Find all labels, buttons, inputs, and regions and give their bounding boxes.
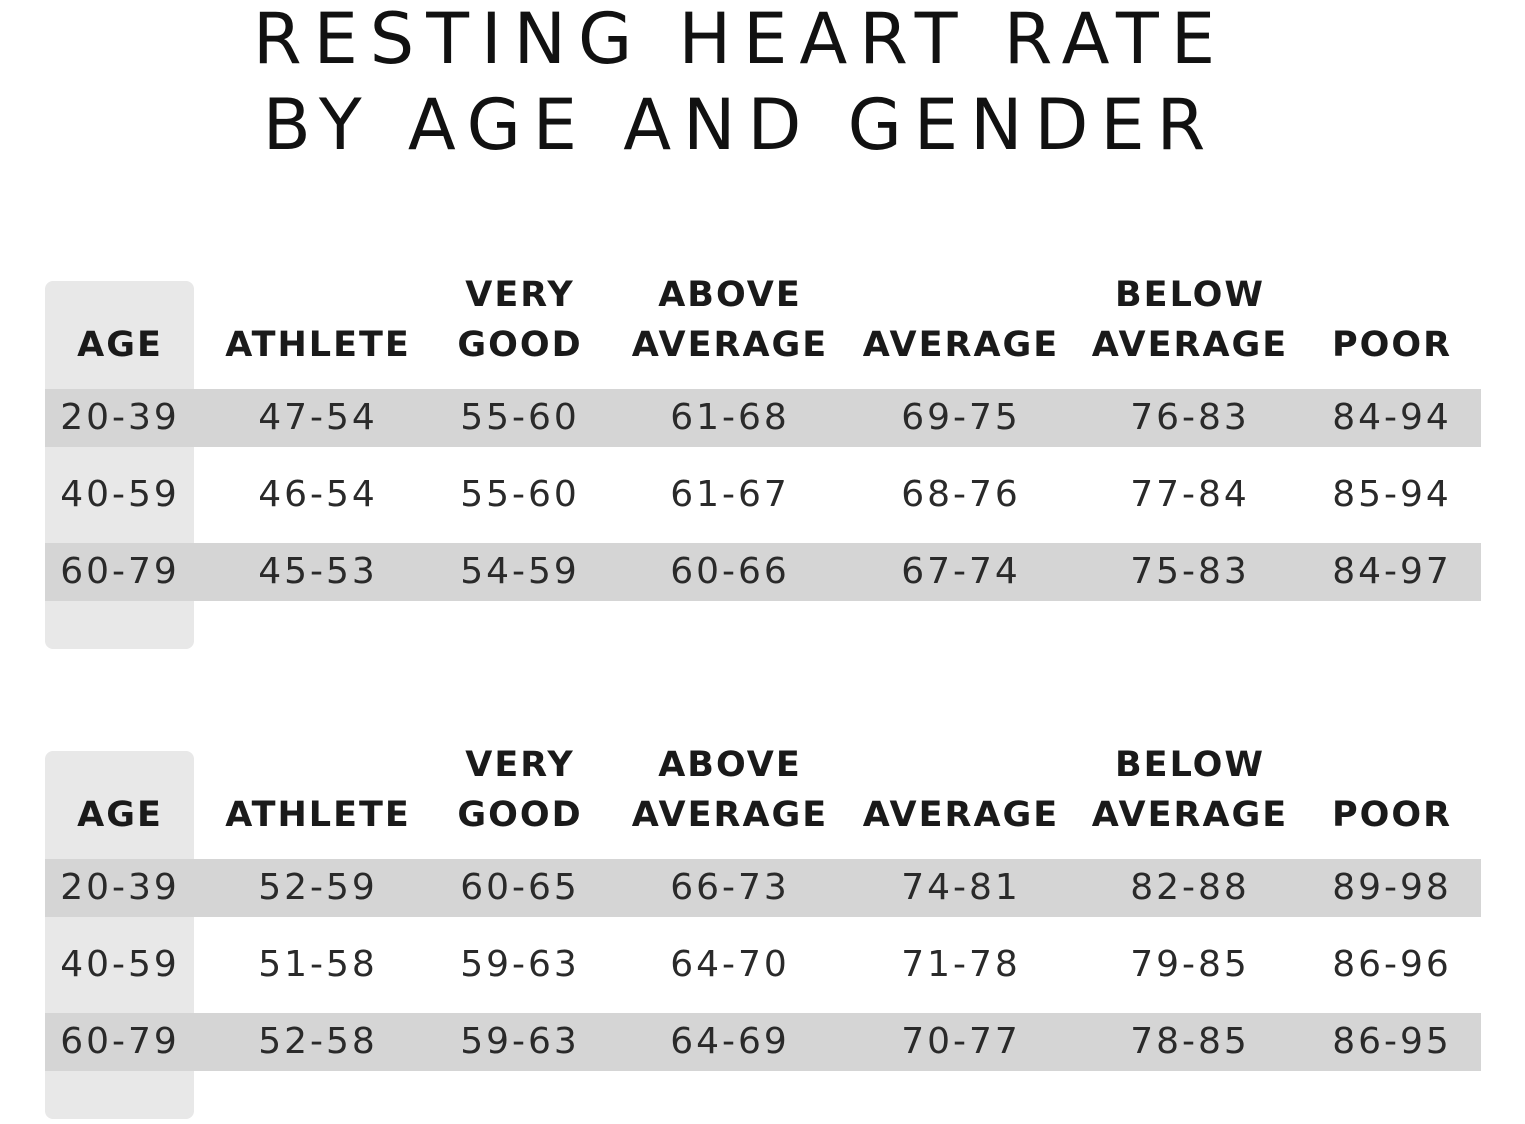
heart-rate-cell: 85-94 bbox=[1332, 474, 1452, 515]
heart-rate-cell: 45-53 bbox=[258, 551, 378, 592]
heart-rate-cell: 84-97 bbox=[1332, 551, 1452, 592]
column-header: AVERAGE bbox=[863, 270, 1059, 370]
column-header-line-2: AGE bbox=[77, 795, 163, 835]
heart-rate-cell: 82-88 bbox=[1130, 867, 1250, 908]
column-header-line-1: VERY bbox=[465, 275, 575, 315]
column-header: ABOVE AVERAGE bbox=[632, 740, 828, 840]
age-range-cell: 60-79 bbox=[60, 551, 180, 592]
heart-rate-cell: 59-63 bbox=[460, 944, 580, 985]
column-header-line-2: AVERAGE bbox=[862, 325, 1060, 365]
title-line-1: RESTING HEART RATE bbox=[252, 0, 1228, 80]
column-header: BELOW AVERAGE bbox=[1092, 740, 1288, 840]
heart-rate-table-1: AGE ATHLETE VERY GOOD ABOVE AVERAGE AVERAGE B… bbox=[45, 275, 1481, 649]
column-header: BELOW AVERAGE bbox=[1092, 270, 1288, 370]
heart-rate-table-2: AGE ATHLETE VERY GOOD ABOVE AVERAGE AVERAGE B… bbox=[45, 745, 1481, 1119]
heart-rate-cell: 52-58 bbox=[258, 1021, 378, 1062]
column-header-line-2: GOOD bbox=[457, 325, 583, 365]
column-header-line-2: AVERAGE bbox=[631, 325, 829, 365]
column-header-line-1 bbox=[1332, 270, 1452, 320]
age-range-cell: 40-59 bbox=[60, 944, 180, 985]
heart-rate-cell: 51-58 bbox=[258, 944, 378, 985]
heart-rate-cell: 86-96 bbox=[1332, 944, 1452, 985]
column-header-line-1 bbox=[77, 270, 163, 320]
age-range-cell: 20-39 bbox=[60, 397, 180, 438]
column-header-line-2: POOR bbox=[1331, 795, 1453, 835]
column-header-line-1 bbox=[225, 270, 411, 320]
row-band bbox=[45, 389, 1481, 447]
column-header-line-1: ABOVE bbox=[658, 745, 802, 785]
column-header-line-1 bbox=[77, 740, 163, 790]
column-header-line-2: POOR bbox=[1331, 325, 1453, 365]
heart-rate-cell: 79-85 bbox=[1130, 944, 1250, 985]
age-range-cell: 40-59 bbox=[60, 474, 180, 515]
column-header-line-1 bbox=[1332, 740, 1452, 790]
column-header: POOR bbox=[1332, 740, 1452, 840]
heart-rate-cell: 60-66 bbox=[670, 551, 790, 592]
heart-rate-cell: 89-98 bbox=[1332, 867, 1452, 908]
heart-rate-cell: 60-65 bbox=[460, 867, 580, 908]
heart-rate-cell: 52-59 bbox=[258, 867, 378, 908]
heart-rate-cell: 68-76 bbox=[901, 474, 1021, 515]
heart-rate-cell: 59-63 bbox=[460, 1021, 580, 1062]
row-band bbox=[45, 859, 1481, 917]
column-header-line-2: AVERAGE bbox=[1091, 325, 1289, 365]
heart-rate-cell: 54-59 bbox=[460, 551, 580, 592]
column-header-line-1: BELOW bbox=[1114, 275, 1265, 315]
column-header-line-2: GOOD bbox=[457, 795, 583, 835]
age-range-cell: 20-39 bbox=[60, 867, 180, 908]
column-header: ABOVE AVERAGE bbox=[632, 270, 828, 370]
row-band bbox=[45, 1013, 1481, 1071]
heart-rate-cell: 47-54 bbox=[258, 397, 378, 438]
column-header: VERY GOOD bbox=[457, 270, 582, 370]
column-header: POOR bbox=[1332, 270, 1452, 370]
heart-rate-cell: 55-60 bbox=[460, 474, 580, 515]
column-header-line-1: BELOW bbox=[1114, 745, 1265, 785]
heart-rate-cell: 61-67 bbox=[670, 474, 790, 515]
column-header: ATHLETE bbox=[225, 270, 411, 370]
column-header-line-1: VERY bbox=[465, 745, 575, 785]
column-header: VERY GOOD bbox=[457, 740, 582, 840]
heart-rate-cell: 76-83 bbox=[1130, 397, 1250, 438]
column-header-line-2: AGE bbox=[77, 325, 163, 365]
heart-rate-cell: 77-84 bbox=[1130, 474, 1250, 515]
age-range-cell: 60-79 bbox=[60, 1021, 180, 1062]
heart-rate-cell: 64-70 bbox=[670, 944, 790, 985]
column-header-line-2: AVERAGE bbox=[862, 795, 1060, 835]
title-line-2: BY AGE AND GENDER bbox=[262, 84, 1218, 166]
column-header: AVERAGE bbox=[863, 740, 1059, 840]
heart-rate-cell: 84-94 bbox=[1332, 397, 1452, 438]
heart-rate-cell: 74-81 bbox=[901, 867, 1021, 908]
column-header-line-2: ATHLETE bbox=[225, 795, 411, 835]
column-header-line-2: AVERAGE bbox=[1091, 795, 1289, 835]
column-header-line-1 bbox=[863, 740, 1059, 790]
column-header-line-2: AVERAGE bbox=[631, 795, 829, 835]
column-header: AGE bbox=[77, 270, 163, 370]
column-header: AGE bbox=[77, 740, 163, 840]
heart-rate-cell: 67-74 bbox=[901, 551, 1021, 592]
column-header: ATHLETE bbox=[225, 740, 411, 840]
row-band bbox=[45, 543, 1481, 601]
column-header-line-2: ATHLETE bbox=[225, 325, 411, 365]
heart-rate-cell: 78-85 bbox=[1130, 1021, 1250, 1062]
heart-rate-cell: 70-77 bbox=[901, 1021, 1021, 1062]
heart-rate-cell: 64-69 bbox=[670, 1021, 790, 1062]
heart-rate-cell: 61-68 bbox=[670, 397, 790, 438]
heart-rate-cell: 75-83 bbox=[1130, 551, 1250, 592]
heart-rate-cell: 66-73 bbox=[670, 867, 790, 908]
column-header-line-1 bbox=[225, 740, 411, 790]
heart-rate-cell: 71-78 bbox=[901, 944, 1021, 985]
heart-rate-cell: 55-60 bbox=[460, 397, 580, 438]
heart-rate-cell: 69-75 bbox=[901, 397, 1021, 438]
column-header-line-1: ABOVE bbox=[658, 275, 802, 315]
heart-rate-cell: 46-54 bbox=[258, 474, 378, 515]
heart-rate-cell: 86-95 bbox=[1332, 1021, 1452, 1062]
column-header-line-1 bbox=[863, 270, 1059, 320]
